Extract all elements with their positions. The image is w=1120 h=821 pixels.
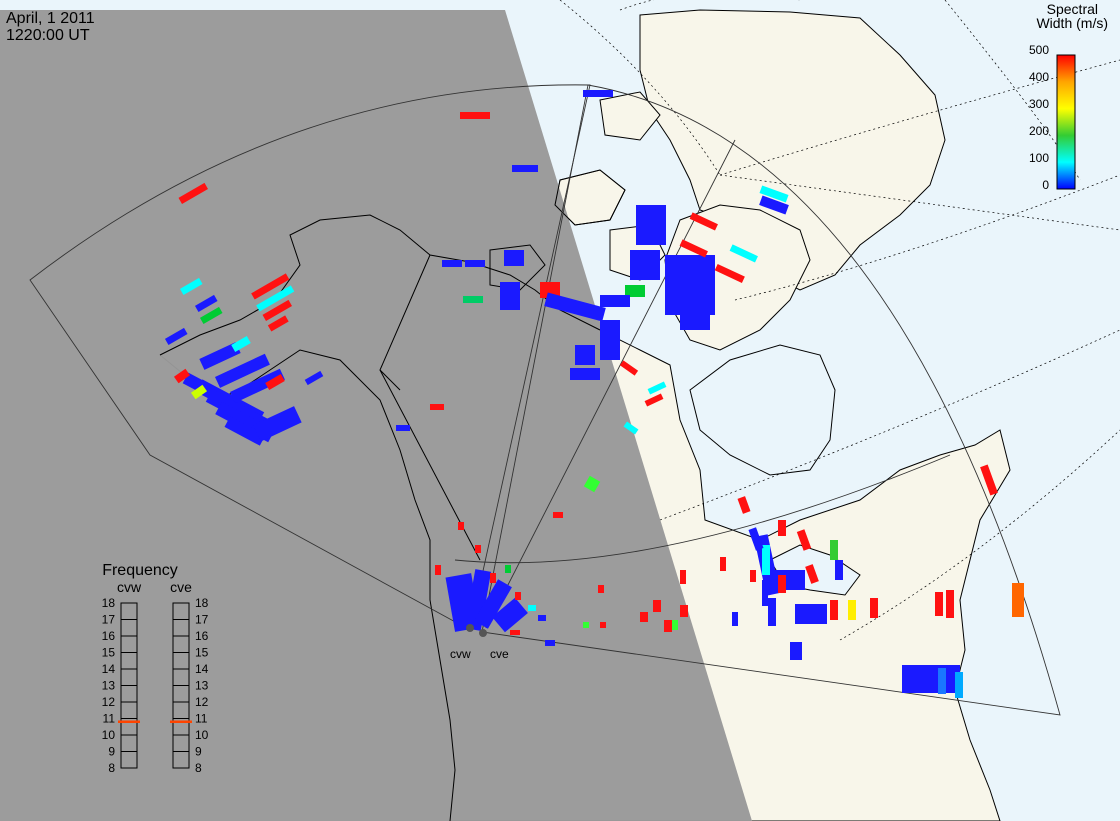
frequency-ladder-cve: 18 17 16 15 14 13 12 11 10 9 8 [170, 596, 209, 775]
frequency-tick: 16 [195, 629, 209, 643]
frequency-tick: 15 [195, 646, 209, 660]
cvw-site-marker [466, 624, 474, 632]
frequency-tick: 13 [195, 679, 209, 693]
fov-inner-arc [454, 454, 951, 564]
frequency-tick: 10 [195, 728, 209, 742]
date-label: April, 1 2011 [6, 10, 95, 27]
frequency-tick: 17 [195, 613, 209, 627]
frequency-label-cve: cve [170, 579, 192, 595]
colorbar-tick-500: 500 [1029, 43, 1049, 57]
cve-site-label: cve [490, 647, 509, 661]
colorbar-tick-300: 300 [1029, 97, 1049, 111]
colorbar-ticks: 500 400 300 200 100 0 [1029, 43, 1049, 192]
frequency-tick: 15 [102, 646, 116, 660]
frequency-tick: 16 [102, 629, 116, 643]
frequency-label-cvw: cvw [117, 579, 142, 595]
frequency-tick: 18 [102, 596, 116, 610]
greenland-land [639, 9, 946, 291]
cvw-fov [29, 84, 591, 631]
colorbar-title-line1: Spectral [1047, 1, 1098, 17]
colorbar-gradient [1056, 54, 1076, 190]
colorbar-tick-200: 200 [1029, 124, 1049, 138]
scatter-cluster-radar-fan [435, 475, 688, 646]
frequency-tick: 14 [102, 662, 116, 676]
frequency-tick: 12 [102, 695, 116, 709]
hudson-bay [689, 344, 836, 476]
frequency-tick: 12 [195, 695, 209, 709]
spectral-width-colorbar: Spectral Width (m/s) 500 400 300 200 100… [1029, 1, 1108, 192]
frequency-tick: 8 [108, 761, 115, 775]
arctic-island-3 [599, 91, 661, 141]
frequency-tick: 10 [102, 728, 116, 742]
frequency-cell [172, 751, 190, 769]
scatter-cluster-great-lakes [720, 464, 1024, 698]
frequency-tick: 11 [103, 712, 116, 726]
colorbar-tick-400: 400 [1029, 70, 1049, 84]
frequency-tick: 11 [195, 712, 208, 726]
frequency-tick: 17 [102, 613, 116, 627]
colorbar-tick-0: 0 [1042, 178, 1049, 192]
radar-fields-of-view [29, 84, 1061, 716]
frequency-tick: 13 [102, 679, 116, 693]
radar-scatter [164, 90, 1024, 698]
frequency-panel: Frequency cvw cve 1817161514131211109818… [102, 562, 209, 775]
colorbar-tick-100: 100 [1029, 151, 1049, 165]
cve-fov [481, 84, 1061, 716]
night-shadow [0, 10, 752, 821]
frequency-title: Frequency [102, 562, 178, 579]
cve-site-marker [479, 629, 487, 637]
frequency-columns: 18 17 16 15 14 13 12 11 10 9 8 18 17 16 15 14 13 12 11 10 9 8 [102, 596, 209, 775]
frequency-tick: 18 [195, 596, 209, 610]
time-label: 1220:00 UT [6, 27, 90, 44]
frequency-ladder-cvw: 18 17 16 15 14 13 12 11 10 9 8 [102, 596, 140, 775]
frequency-cell [120, 751, 138, 769]
frequency-tick: 9 [108, 745, 115, 759]
colorbar-title-line2: Width (m/s) [1036, 15, 1108, 31]
scatter-cluster-alaska [164, 182, 324, 446]
radar-sites: cvw cve [450, 624, 509, 661]
frequency-tick: 8 [195, 761, 202, 775]
frequency-tick: 14 [195, 662, 209, 676]
timestamp-header: April, 1 2011 1220:00 UT [6, 10, 95, 44]
cvw-site-label: cvw [450, 647, 471, 661]
scatter-cluster-north-canada [396, 90, 789, 435]
frequency-tick: 9 [195, 745, 202, 759]
